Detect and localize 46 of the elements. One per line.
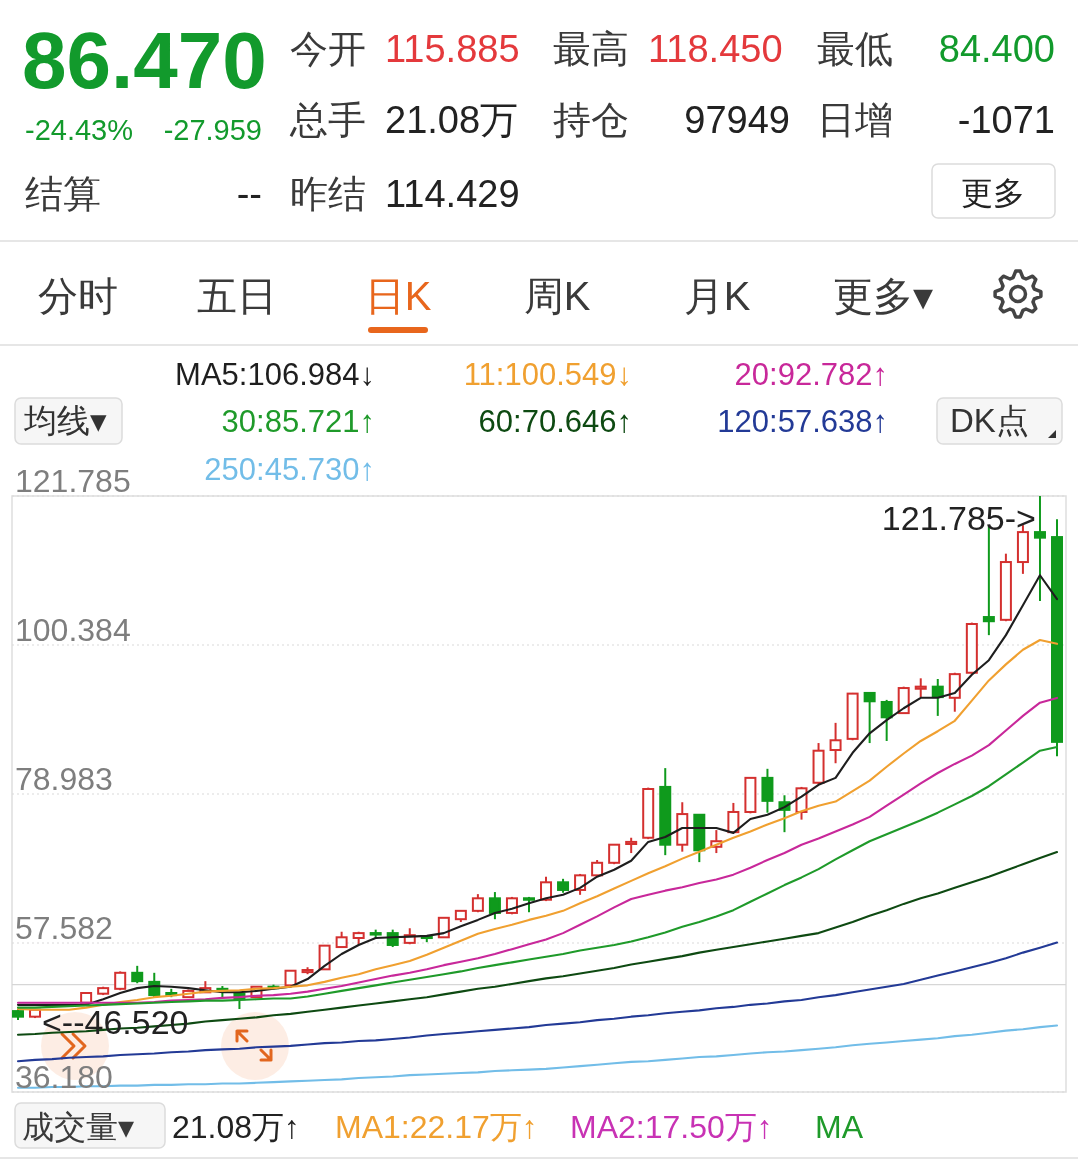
text: 最高 bbox=[553, 28, 629, 70]
text: MA bbox=[815, 1109, 864, 1145]
text: 120:57.638↑ bbox=[717, 404, 888, 439]
text: 总手 bbox=[289, 99, 366, 141]
text: 月K bbox=[683, 274, 751, 318]
text: 最低 bbox=[817, 28, 893, 70]
text: -1071 bbox=[957, 99, 1055, 141]
text: MA5:106.984↓ bbox=[175, 357, 375, 392]
text: 均线▾ bbox=[23, 402, 107, 439]
y-tick-label: 100.384 bbox=[15, 612, 131, 648]
text: 五日 bbox=[197, 274, 277, 318]
text: 118.450 bbox=[648, 28, 783, 70]
text: 11:100.549↓ bbox=[463, 357, 632, 392]
text: MA2:17.50万↑ bbox=[570, 1109, 773, 1145]
text: 115.885 bbox=[385, 28, 520, 70]
text: 昨结 bbox=[290, 173, 366, 215]
text: -27.959 bbox=[163, 114, 262, 146]
text: 84.400 bbox=[938, 28, 1055, 70]
text: 成交量▾ bbox=[22, 1109, 135, 1145]
y-tick-label: 36.180 bbox=[15, 1059, 113, 1095]
text: 60:70.646↑ bbox=[478, 404, 632, 439]
y-tick-label: 57.582 bbox=[15, 909, 113, 946]
annotation: 121.785-> bbox=[881, 499, 1036, 537]
y-tick-label: 78.983 bbox=[15, 761, 113, 797]
text: 结算 bbox=[25, 173, 101, 215]
text: 更多 bbox=[961, 175, 1025, 211]
text: 114.429 bbox=[385, 173, 520, 215]
text: 周K bbox=[523, 274, 591, 318]
text: DK点 bbox=[950, 402, 1029, 439]
text: 更多▾ bbox=[832, 274, 934, 318]
text: 今开 bbox=[290, 28, 366, 70]
text: 日增 bbox=[817, 99, 893, 141]
text: -- bbox=[236, 173, 262, 215]
text: 21.08万 bbox=[385, 99, 519, 141]
text: 日K bbox=[364, 274, 432, 318]
text: 持仓 bbox=[553, 99, 629, 141]
text: 86.470 bbox=[22, 16, 267, 105]
text: 21.08万↑ bbox=[172, 1109, 301, 1145]
text: 250:45.730↑ bbox=[204, 452, 375, 487]
text: -24.43% bbox=[25, 114, 134, 146]
y-tick-label: 121.785 bbox=[15, 463, 131, 499]
text: 20:92.782↑ bbox=[734, 357, 888, 392]
text: 分时 bbox=[38, 274, 118, 318]
text: MA1:22.17万↑ bbox=[335, 1109, 538, 1145]
text: 97949 bbox=[684, 99, 790, 141]
text: 30:85.721↑ bbox=[221, 404, 375, 439]
